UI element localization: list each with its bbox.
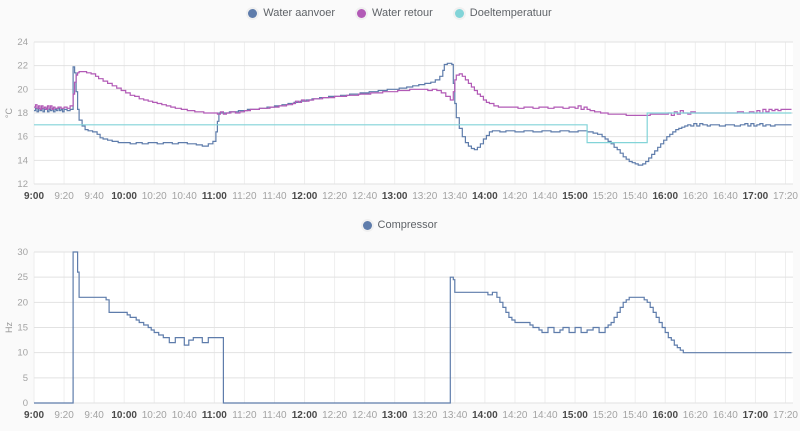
x-tick-label: 10:40 <box>172 410 197 421</box>
compressor-chart-plot[interactable]: 9:00 9:20 9:40 10:00 10:20 10:40 11:00 11:20 11:… <box>0 238 800 431</box>
x-tick-label: 13:00 <box>382 410 408 421</box>
x-tick-label: 16:00 <box>652 410 678 421</box>
legend-item-water-retour[interactable]: Water retour <box>357 7 433 19</box>
x-tick-label: 9:00 <box>24 410 44 421</box>
y-tick-label: 12 <box>17 179 28 190</box>
x-tick-label: 12:20 <box>322 191 347 202</box>
x-tick-label: 11:00 <box>202 410 227 421</box>
x-tick-label: 13:20 <box>412 191 437 202</box>
x-tick-label: 11:20 <box>232 410 257 421</box>
x-tick-label: 14:00 <box>472 191 498 202</box>
legend-item-doeltemperatuur[interactable]: Doeltemperatuur <box>454 7 552 19</box>
x-tick-label: 9:20 <box>54 191 74 202</box>
x-tick-label: 10:20 <box>142 191 167 202</box>
y-tick-label: 25 <box>17 272 28 283</box>
x-tick-label: 11:20 <box>232 191 257 202</box>
series-line-doeltemperatuur <box>34 112 792 144</box>
x-tick-label: 14:20 <box>502 191 527 202</box>
x-tick-label: 17:20 <box>773 410 798 421</box>
series-line-water-aanvoer <box>34 62 792 166</box>
compressor-chart-legend: Compressor <box>0 212 800 238</box>
x-tick-label: 17:00 <box>743 191 769 202</box>
x-tick-label: 16:00 <box>652 191 678 202</box>
x-tick-label: 13:00 <box>382 191 408 202</box>
x-tick-label: 17:00 <box>743 410 769 421</box>
y-tick-label: 30 <box>17 247 28 258</box>
series-line-compressor <box>34 251 792 404</box>
compressor-chart: Compressor 9:00 9:20 9:40 10:00 10:20 10:40 11… <box>0 212 800 431</box>
y-tick-label: 22 <box>17 61 28 72</box>
legend-marker-water-aanvoer <box>248 8 258 18</box>
x-tick-label: 17:20 <box>773 191 798 202</box>
legend-marker-water-retour <box>357 8 367 18</box>
x-tick-label: 12:00 <box>292 191 318 202</box>
x-tick-label: 15:00 <box>562 191 588 202</box>
x-tick-label: 9:00 <box>24 191 44 202</box>
y-tick-label: 14 <box>17 155 28 166</box>
x-tick-label: 10:00 <box>111 410 137 421</box>
legend-marker-compressor <box>362 220 372 230</box>
y-axis-title: °C <box>4 107 14 118</box>
legend-item-compressor[interactable]: Compressor <box>362 219 438 231</box>
x-tick-label: 15:40 <box>623 410 648 421</box>
y-tick-label: 20 <box>17 84 28 95</box>
temperature-chart-legend: Water aanvoer Water retour Doeltemperatuur <box>0 0 800 26</box>
y-tick-label: 0 <box>23 398 28 409</box>
x-tick-label: 14:40 <box>532 191 557 202</box>
x-tick-label: 14:20 <box>502 410 527 421</box>
x-tick-label: 15:20 <box>593 191 618 202</box>
legend-marker-doeltemperatuur <box>454 8 464 18</box>
y-tick-label: 20 <box>17 297 28 308</box>
x-tick-label: 11:40 <box>262 191 287 202</box>
x-tick-label: 16:40 <box>713 191 738 202</box>
x-tick-label: 9:20 <box>54 410 74 421</box>
series-line-water-retour <box>34 71 792 116</box>
x-tick-label: 14:40 <box>532 410 557 421</box>
x-tick-label: 14:00 <box>472 410 498 421</box>
x-tick-label: 12:20 <box>322 410 347 421</box>
legend-label: Water retour <box>372 7 433 19</box>
x-tick-label: 16:20 <box>683 191 708 202</box>
x-tick-label: 11:00 <box>202 191 227 202</box>
x-tick-label: 12:00 <box>292 410 318 421</box>
legend-item-water-aanvoer[interactable]: Water aanvoer <box>248 7 335 19</box>
legend-label: Compressor <box>377 219 438 231</box>
y-tick-label: 5 <box>23 373 28 384</box>
x-tick-label: 15:00 <box>562 410 588 421</box>
y-tick-label: 16 <box>17 132 28 143</box>
x-tick-label: 10:40 <box>172 191 197 202</box>
x-tick-label: 16:20 <box>683 410 708 421</box>
x-tick-label: 12:40 <box>352 410 377 421</box>
legend-label: Doeltemperatuur <box>469 7 552 19</box>
x-tick-label: 9:40 <box>84 410 104 421</box>
y-axis-title: Hz <box>4 322 14 333</box>
y-tick-label: 24 <box>17 37 28 48</box>
y-tick-label: 10 <box>17 348 28 359</box>
x-tick-label: 9:40 <box>84 191 104 202</box>
temperature-chart: Water aanvoer Water retour Doeltemperatuur… <box>0 0 800 212</box>
x-tick-label: 11:40 <box>262 410 287 421</box>
x-tick-label: 16:40 <box>713 410 738 421</box>
y-tick-label: 15 <box>17 323 28 334</box>
x-tick-label: 15:40 <box>623 191 648 202</box>
x-tick-label: 13:40 <box>442 410 467 421</box>
x-tick-label: 12:40 <box>352 191 377 202</box>
temperature-chart-plot[interactable]: 9:00 9:20 9:40 10:00 10:20 10:40 11:00 11:20 11:… <box>0 26 800 212</box>
x-tick-label: 15:20 <box>593 410 618 421</box>
legend-label: Water aanvoer <box>263 7 336 19</box>
x-tick-label: 13:20 <box>412 410 437 421</box>
x-tick-label: 13:40 <box>442 191 467 202</box>
y-tick-label: 18 <box>17 108 28 119</box>
x-tick-label: 10:00 <box>111 191 137 202</box>
x-tick-label: 10:20 <box>142 410 167 421</box>
